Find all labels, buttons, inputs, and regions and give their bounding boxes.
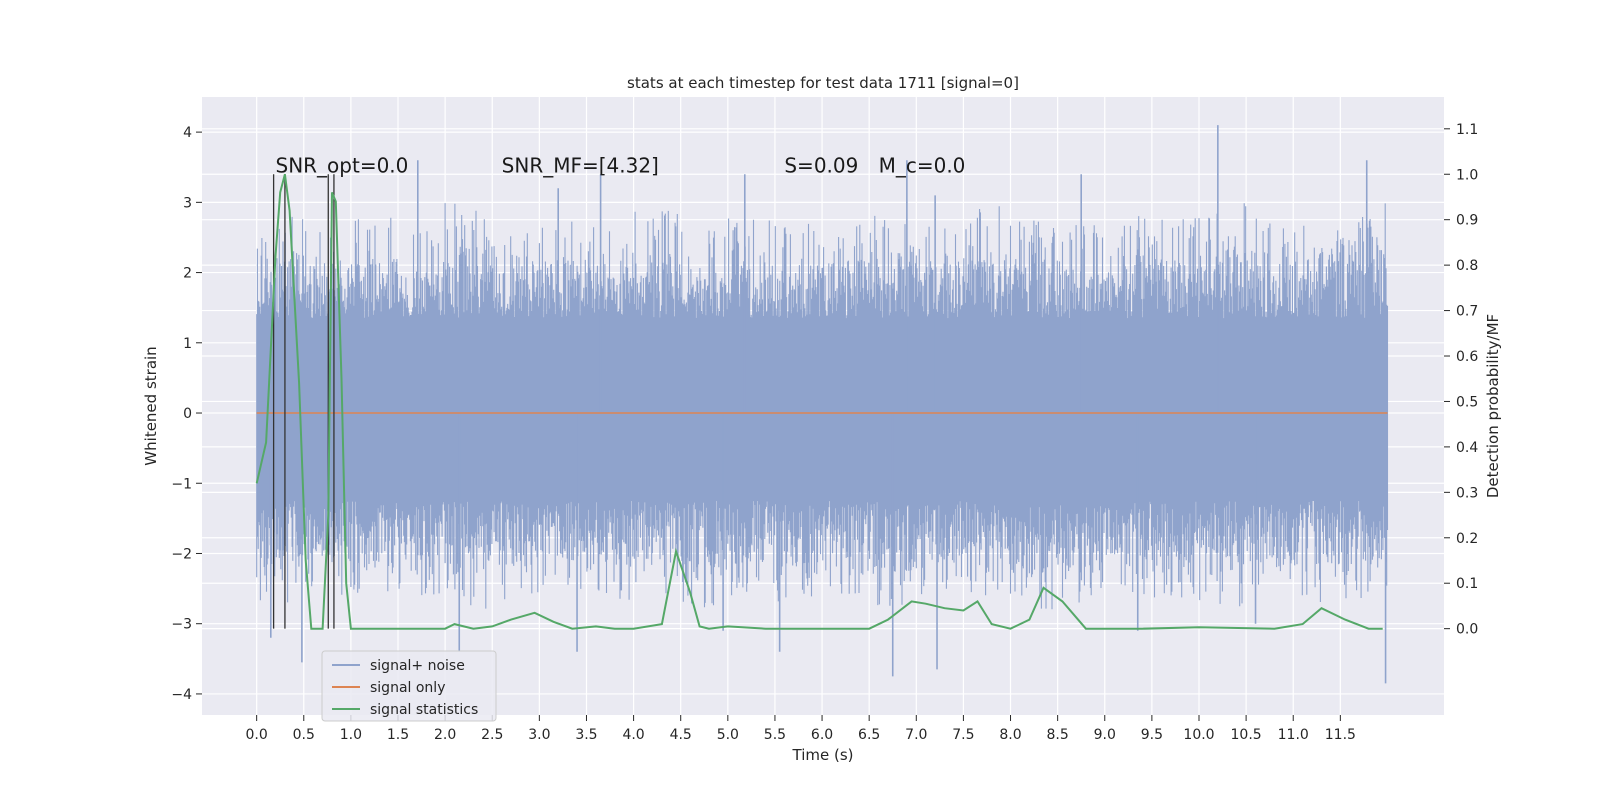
x-tick-label: 11.0 [1278,727,1309,743]
y-right-tick-label: 1.1 [1456,122,1478,138]
x-tick-label: 4.0 [622,727,644,743]
chart-title: stats at each timestep for test data 171… [627,74,1019,92]
y-right-tick-label: 0.7 [1456,304,1478,320]
x-tick-label: 3.5 [575,727,597,743]
y-right-tick-label: 0.0 [1456,622,1478,638]
y-tick-label: −4 [171,687,192,703]
x-tick-label: 3.0 [528,727,550,743]
x-tick-label: 7.5 [952,727,974,743]
x-tick-label: 8.0 [999,727,1021,743]
y-right-tick-label: 0.4 [1456,440,1478,456]
x-tick-label: 2.5 [481,727,503,743]
annotation-text: SNR_opt=0.0 [276,153,409,177]
y-tick-label: 4 [183,125,192,141]
x-tick-label: 10.0 [1183,727,1214,743]
x-tick-label: 5.0 [717,727,739,743]
x-axis-label: Time (s) [792,746,854,764]
y-right-tick-label: 0.1 [1456,576,1478,592]
signal-statistics-line [255,174,1383,630]
noise-strokes [256,203,1389,610]
x-tick-label: 0.0 [246,727,268,743]
y-tick-label: −1 [171,476,192,492]
x-tick-label: 1.0 [340,727,362,743]
y-tick-label: −2 [171,546,192,562]
noise-series [256,125,1389,684]
x-tick-label: 4.5 [670,727,692,743]
legend: signal+ noise signal only signal statistic… [321,650,497,722]
legend-label: signal only [370,680,445,696]
y-right-tick-label: 0.8 [1456,258,1478,274]
legend-box [321,650,497,722]
x-tick-label: 7.0 [905,727,927,743]
y-axis-label: Whitened strain [142,346,160,465]
annotation-text: S=0.09 [784,153,858,177]
y-right-axis-label: Detection probability/MF [1484,314,1502,498]
annotation-text: M_c=0.0 [879,153,966,177]
y-tick-label: 3 [183,195,192,211]
annotations: SNR_opt=0.0 SNR_MF=[4.32] S=0.09 M_c=0.0 [276,153,966,177]
y-tick-label: 1 [183,336,192,352]
y-tick-label: −3 [171,617,192,633]
annotation-text: SNR_MF=[4.32] [502,153,659,177]
x-tick-label: 6.5 [858,727,880,743]
y-right-tick-label: 0.5 [1456,394,1478,410]
axes: 0.0 0.5 1.0 1.5 2.0 2.5 3.0 3.5 4.0 4.5 5.0 5.5 6.0 6… [171,122,1478,743]
x-tick-label: 9.0 [1094,727,1116,743]
legend-label: signal statistics [370,702,478,718]
x-tick-label: 9.5 [1141,727,1163,743]
y-tick-label: 0 [183,406,192,422]
y-right-tick-label: 0.9 [1456,213,1478,229]
x-tick-label: 6.0 [811,727,833,743]
x-tick-label: 0.5 [293,727,315,743]
x-tick-label: 10.5 [1231,727,1262,743]
y-right-tick-label: 0.6 [1456,349,1478,365]
y-right-tick-label: 1.0 [1456,167,1478,183]
y-tick-label: 2 [183,266,192,282]
y-right-tick-label: 0.2 [1456,531,1478,547]
x-tick-label: 5.5 [764,727,786,743]
x-tick-label: 1.5 [387,727,409,743]
legend-label: signal+ noise [370,658,465,674]
x-tick-label: 2.0 [434,727,456,743]
y-right-tick-label: 0.3 [1456,485,1478,501]
x-tick-label: 11.5 [1325,727,1356,743]
line-series [255,174,1388,630]
x-tick-label: 8.5 [1047,727,1069,743]
